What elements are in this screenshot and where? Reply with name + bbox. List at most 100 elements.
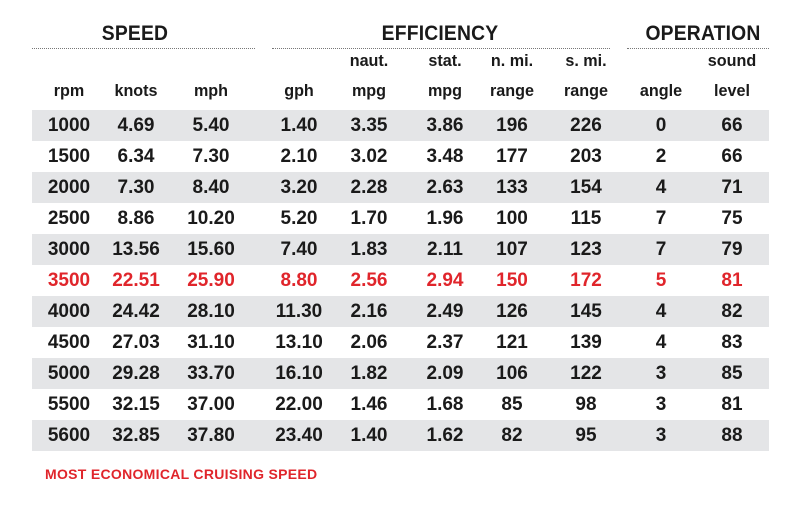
group-rule-efficiency [272, 48, 610, 49]
table-cell: 177 [496, 146, 528, 167]
table-cell: 1.68 [426, 394, 464, 415]
table-cell: 2000 [47, 177, 91, 198]
table-cell: 85 [501, 394, 523, 415]
table-cell: 16.10 [275, 363, 323, 384]
column-header-label: mpg [427, 81, 463, 100]
table-cell: 196 [496, 115, 528, 136]
column-header-label: knots [114, 81, 158, 100]
table-cell: 203 [570, 146, 602, 167]
column-header-line1: s. mi. [565, 51, 607, 70]
table-cell: 85 [721, 363, 743, 384]
table-cell: 5500 [47, 394, 91, 415]
table-cell: 33.70 [187, 363, 235, 384]
table-cell: 95 [575, 425, 597, 446]
table-cell: 13.56 [112, 239, 160, 260]
table-cell: 22.51 [112, 270, 160, 291]
table-cell: 2.56 [350, 270, 388, 291]
table-cell: 83 [721, 332, 743, 353]
table-row: 5000 29.28 33.70 16.10 1.82 2.09 106 122 3 85 [32, 358, 769, 389]
column-header-label: level [714, 81, 750, 100]
table-cell: 3500 [47, 270, 91, 291]
table-cell: 5 [655, 270, 667, 291]
table-cell: 7 [655, 208, 667, 229]
table-cell: 5.20 [280, 208, 318, 229]
table-cell: 37.80 [187, 425, 235, 446]
table-row: 2000 7.30 8.40 3.20 2.28 2.63 133 154 4 71 [32, 172, 769, 203]
table-cell: 2.16 [350, 301, 388, 322]
table-cell: 8.40 [192, 177, 230, 198]
performance-table: 1000 4.69 5.40 1.40 3.35 3.86 196 226 0 66 1500 6.3… [32, 110, 769, 451]
table-cell: 3 [655, 425, 667, 446]
group-header-speed: SPEED [101, 22, 169, 45]
table-cell: 11.30 [275, 301, 323, 322]
table-cell: 27.03 [112, 332, 160, 353]
table-cell: 121 [496, 332, 528, 353]
table-row: 4000 24.42 28.10 11.30 2.16 2.49 126 145 4 82 [32, 296, 769, 327]
column-header-line1: n. mi. [490, 51, 534, 70]
table-cell: 8.80 [280, 270, 318, 291]
table-cell: 32.15 [112, 394, 160, 415]
table-cell: 1.96 [426, 208, 464, 229]
table-cell: 7.30 [117, 177, 155, 198]
table-cell: 1.46 [350, 394, 388, 415]
footnote: MOST ECONOMICAL CRUISING SPEED [45, 466, 318, 482]
table-cell: 2.28 [350, 177, 388, 198]
table-cell: 4 [655, 332, 667, 353]
table-cell: 28.10 [187, 301, 235, 322]
table-cell: 66 [721, 115, 743, 136]
table-cell: 2.94 [426, 270, 464, 291]
table-cell: 115 [570, 208, 602, 229]
table-cell: 25.90 [187, 270, 235, 291]
column-header-label: rpm [53, 81, 85, 100]
table-cell: 82 [721, 301, 743, 322]
table-cell: 5.40 [192, 115, 230, 136]
table-cell: 8.86 [117, 208, 155, 229]
table-cell: 3000 [47, 239, 91, 260]
column-header-label: mpg [351, 81, 387, 100]
table-cell: 32.85 [112, 425, 160, 446]
table-cell: 122 [570, 363, 602, 384]
table-cell: 1000 [47, 115, 91, 136]
table-cell: 139 [570, 332, 602, 353]
table-cell: 2.06 [350, 332, 388, 353]
table-cell: 133 [496, 177, 528, 198]
table-cell: 7.40 [280, 239, 318, 260]
table-cell: 81 [721, 270, 743, 291]
table-cell: 88 [721, 425, 743, 446]
table-cell: 2.11 [427, 239, 463, 260]
table-cell: 4000 [47, 301, 91, 322]
table-cell: 150 [496, 270, 528, 291]
table-row: 5500 32.15 37.00 22.00 1.46 1.68 85 98 3 81 [32, 389, 769, 420]
table-cell: 13.10 [275, 332, 323, 353]
table-cell: 22.00 [275, 394, 323, 415]
table-cell: 37.00 [187, 394, 235, 415]
table-cell: 1.40 [350, 425, 388, 446]
table-cell: 1.82 [350, 363, 388, 384]
table-cell: 3.35 [350, 115, 388, 136]
table-cell: 3.02 [350, 146, 388, 167]
table-cell: 2.37 [426, 332, 464, 353]
table-cell: 81 [721, 394, 743, 415]
table-cell: 1.70 [350, 208, 388, 229]
group-header-efficiency: EFFICIENCY [381, 22, 499, 45]
table-cell: 154 [570, 177, 602, 198]
group-rule-speed [32, 48, 255, 49]
table-cell: 2.49 [426, 301, 464, 322]
table-cell: 107 [496, 239, 528, 260]
group-header-operation: OPERATION [645, 22, 761, 45]
table-cell: 82 [501, 425, 523, 446]
table-row: 4500 27.03 31.10 13.10 2.06 2.37 121 139 4 83 [32, 327, 769, 358]
column-header-label: range [564, 81, 608, 100]
table-cell: 100 [496, 208, 528, 229]
table-cell: 1.62 [426, 425, 464, 446]
table-cell: 10.20 [187, 208, 235, 229]
table-cell: 226 [570, 115, 602, 136]
table-cell: 66 [721, 146, 743, 167]
table-cell: 145 [570, 301, 602, 322]
table-row: 2500 8.86 10.20 5.20 1.70 1.96 100 115 7 75 [32, 203, 769, 234]
group-rule-operation [627, 48, 769, 49]
column-header-label: mph [193, 81, 229, 100]
table-row: 3000 13.56 15.60 7.40 1.83 2.11 107 123 7 79 [32, 234, 769, 265]
table-cell: 98 [575, 394, 597, 415]
table-cell: 2.09 [426, 363, 464, 384]
